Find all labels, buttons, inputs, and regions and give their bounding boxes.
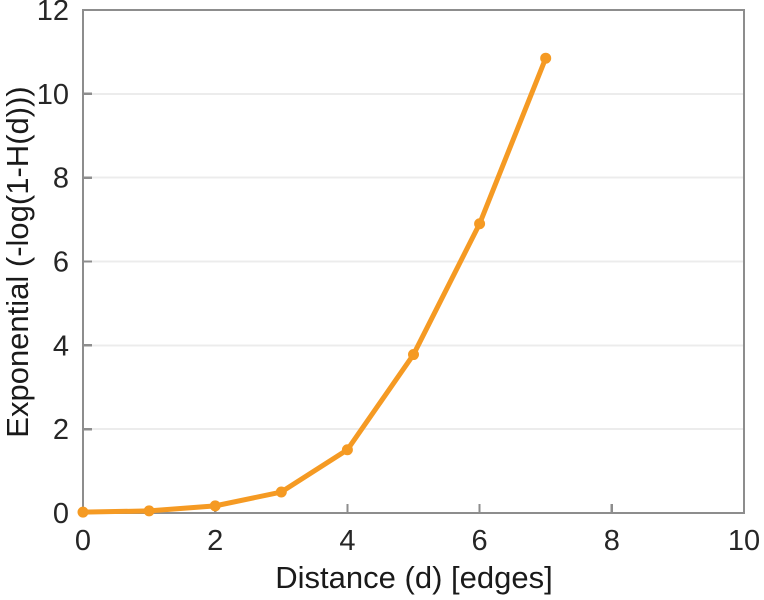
data-point-marker	[275, 486, 287, 498]
y-tick-label: 10	[37, 79, 69, 111]
x-tick-label: 6	[472, 525, 488, 557]
data-point-marker	[540, 52, 552, 64]
y-tick-labels-group: 0 2 4 6 8 10 12	[37, 0, 69, 530]
data-point-marker	[143, 505, 155, 517]
x-axis-title: Distance (d) [edges]	[275, 560, 552, 595]
series-markers-exponential	[77, 52, 552, 518]
x-tick-label: 8	[604, 525, 620, 557]
x-tick-labels-group: 0 2 4 6 8 10	[75, 525, 760, 557]
y-tick-label: 12	[37, 0, 69, 27]
x-tick-marks-group	[214, 504, 613, 513]
data-point-marker	[408, 349, 419, 361]
data-point-marker	[209, 500, 221, 512]
x-tick-label: 4	[339, 525, 355, 557]
y-axis-title: Exponential (-log(1-H(d)))	[0, 86, 35, 437]
y-tick-label: 0	[53, 498, 69, 530]
gridlines-group	[84, 92, 743, 431]
data-point-marker	[474, 218, 486, 230]
y-tick-label: 8	[53, 163, 69, 195]
y-tick-label: 6	[53, 247, 69, 279]
x-tick-label: 10	[728, 525, 760, 557]
series-line-exponential	[80, 55, 549, 515]
data-series-group	[77, 52, 552, 518]
y-tick-label: 2	[53, 414, 69, 446]
x-tick-label: 2	[207, 525, 223, 557]
y-tick-marks-group	[83, 92, 92, 431]
data-point-marker	[341, 444, 353, 456]
x-tick-label: 0	[75, 525, 91, 557]
y-tick-label: 4	[53, 330, 69, 362]
data-point-marker	[77, 506, 89, 518]
